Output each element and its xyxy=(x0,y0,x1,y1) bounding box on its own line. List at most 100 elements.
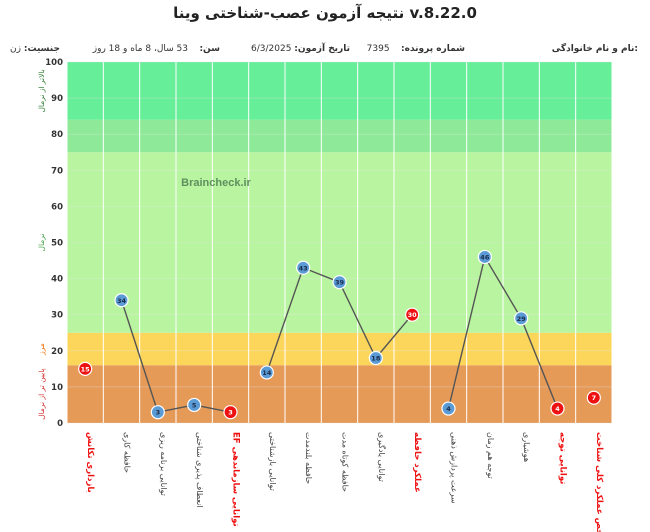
marker-circle-1 xyxy=(550,401,565,416)
marker-circle-5 xyxy=(405,307,420,322)
marker-circle-2 xyxy=(514,311,529,326)
marker-circle-14 xyxy=(78,361,93,376)
marker-value-10: 3 xyxy=(228,409,233,417)
y-tick-0: 0 xyxy=(57,419,63,429)
y-tick-100: 100 xyxy=(45,58,63,68)
marker-value-12: 3 xyxy=(156,409,161,417)
file-number-value: 7395 xyxy=(366,44,390,54)
y-tick-40: 40 xyxy=(51,275,63,285)
zone-band-4 xyxy=(67,62,612,120)
gender-value: زن xyxy=(10,44,21,54)
marker-value-11: 5 xyxy=(192,401,197,409)
marker-circle-13 xyxy=(114,293,129,308)
grid-lines xyxy=(66,61,613,424)
x-tick-label-1: توانایی توجه xyxy=(558,432,568,484)
file-number: شماره پرونده: 7395 xyxy=(367,44,465,54)
y-tick-20: 20 xyxy=(51,347,63,357)
x-tick-labels: شاخص عملکرد کلی شناخت توانایی توجه هوشیاری… xyxy=(85,432,604,532)
marker-circle-7 xyxy=(332,275,347,290)
marker-value-6: 18 xyxy=(371,355,381,363)
marker-13: 34 xyxy=(114,293,129,308)
marker-2: 29 xyxy=(514,311,529,326)
marker-0: 7 xyxy=(586,390,601,405)
y-tick-70: 70 xyxy=(51,166,63,176)
zone-band-0 xyxy=(67,365,612,423)
x-tick-label-10: توانایی سازماندهی EF xyxy=(231,432,241,527)
marker-4: 4 xyxy=(441,401,456,416)
x-tick-label-11: انعطاف پذیری شناختی xyxy=(195,432,204,508)
gender: جنسیت: زن xyxy=(10,44,60,54)
marker-1: 4 xyxy=(550,401,565,416)
y-tick-80: 80 xyxy=(51,130,63,140)
x-tick-label-4: سرعت پردازش ذهنی xyxy=(450,432,459,504)
marker-12: 3 xyxy=(150,405,165,420)
test-date-label: تاریخ آزمون: xyxy=(294,44,350,54)
x-tick-label-13: حافظه کاری xyxy=(123,432,132,473)
x-tick-label-7: حافظه کوتاه مدت xyxy=(341,432,350,492)
marker-value-8: 43 xyxy=(299,264,308,272)
age-value: 53 سال، 8 ماه و 18 روز xyxy=(92,44,188,54)
x-tick-label-2: هوشیاری xyxy=(522,432,531,462)
y-tick-60: 60 xyxy=(51,202,63,212)
x-tick-label-14: بازداری تکانش xyxy=(85,432,95,493)
zone-label-4: بالاتر از نرمال xyxy=(37,69,46,112)
marker-10: 3 xyxy=(223,405,238,420)
test-date-value: 6/3/2025 xyxy=(251,44,292,54)
y-tick-10: 10 xyxy=(51,383,63,393)
marker-circle-9 xyxy=(259,365,274,380)
marker-circle-0 xyxy=(586,390,601,405)
y-tick-50: 50 xyxy=(51,239,63,249)
marker-circle-10 xyxy=(223,405,238,420)
zone-label-0: پایین تر از نرمال xyxy=(37,368,46,420)
zone-labels: پایین تر از نرمال مرز نرمال بالاتر از نرمال xyxy=(37,69,46,420)
watermark: Braincheck.ir xyxy=(181,177,251,189)
patient-name: نام و نام خانوادگی: xyxy=(552,44,638,54)
report-title: نتیجه آزمون عصب-شناختی وینا v.8.22.0 xyxy=(173,4,477,22)
marker-3: 46 xyxy=(477,249,492,265)
series-line-2 xyxy=(120,300,231,413)
marker-value-5: 30 xyxy=(408,311,418,319)
zone-band-3 xyxy=(67,119,612,153)
zone-label-1: مرز xyxy=(37,343,46,356)
zone-bands xyxy=(67,62,612,423)
marker-value-2: 29 xyxy=(517,315,527,323)
age-label: سن: xyxy=(199,44,220,54)
x-tick-label-5: عملکرد حافظه xyxy=(412,432,422,493)
marker-value-3: 46 xyxy=(480,253,490,261)
age: سن: 53 سال، 8 ماه و 18 روز xyxy=(93,44,220,54)
gender-label: جنسیت: xyxy=(23,44,60,54)
x-tick-label-0: شاخص عملکرد کلی شناخت xyxy=(594,432,604,532)
marker-14: 15 xyxy=(78,361,93,376)
marker-8: 43 xyxy=(296,260,311,275)
marker-circle-11 xyxy=(187,397,202,413)
x-tick-label-8: حافظه بلندمدت xyxy=(304,432,313,484)
marker-value-0: 7 xyxy=(592,394,597,402)
marker-circle-3 xyxy=(477,249,492,265)
x-tick-label-9: توانایی بازشناختی xyxy=(268,432,277,491)
series-line-0 xyxy=(447,255,559,409)
file-number-label: شماره پرونده: xyxy=(401,44,465,54)
marker-6: 18 xyxy=(368,350,383,366)
marker-value-7: 39 xyxy=(335,279,345,287)
x-tick-label-3: توجه هم زمان xyxy=(486,432,495,479)
marker-circle-6 xyxy=(368,350,383,366)
x-tick-label-12: توانایی برنامه ریزی xyxy=(159,432,168,496)
zone-label-2: نرمال xyxy=(37,234,46,252)
marker-circle-4 xyxy=(441,401,456,416)
y-tick-30: 30 xyxy=(51,311,63,321)
patient-name-label: نام و نام خانوادگی: xyxy=(551,44,638,54)
marker-11: 5 xyxy=(187,397,202,413)
marker-value-14: 15 xyxy=(81,365,91,373)
marker-5: 30 xyxy=(405,307,420,322)
marker-9: 14 xyxy=(259,365,274,380)
marker-7: 39 xyxy=(332,275,347,290)
marker-circle-12 xyxy=(150,405,165,420)
marker-value-4: 4 xyxy=(446,405,451,413)
zone-band-1 xyxy=(67,332,612,366)
x-tick-label-6: توانایی یادگیری xyxy=(377,432,387,482)
marker-value-9: 14 xyxy=(262,369,272,377)
y-tick-90: 90 xyxy=(51,94,63,104)
marker-circle-8 xyxy=(296,260,311,275)
